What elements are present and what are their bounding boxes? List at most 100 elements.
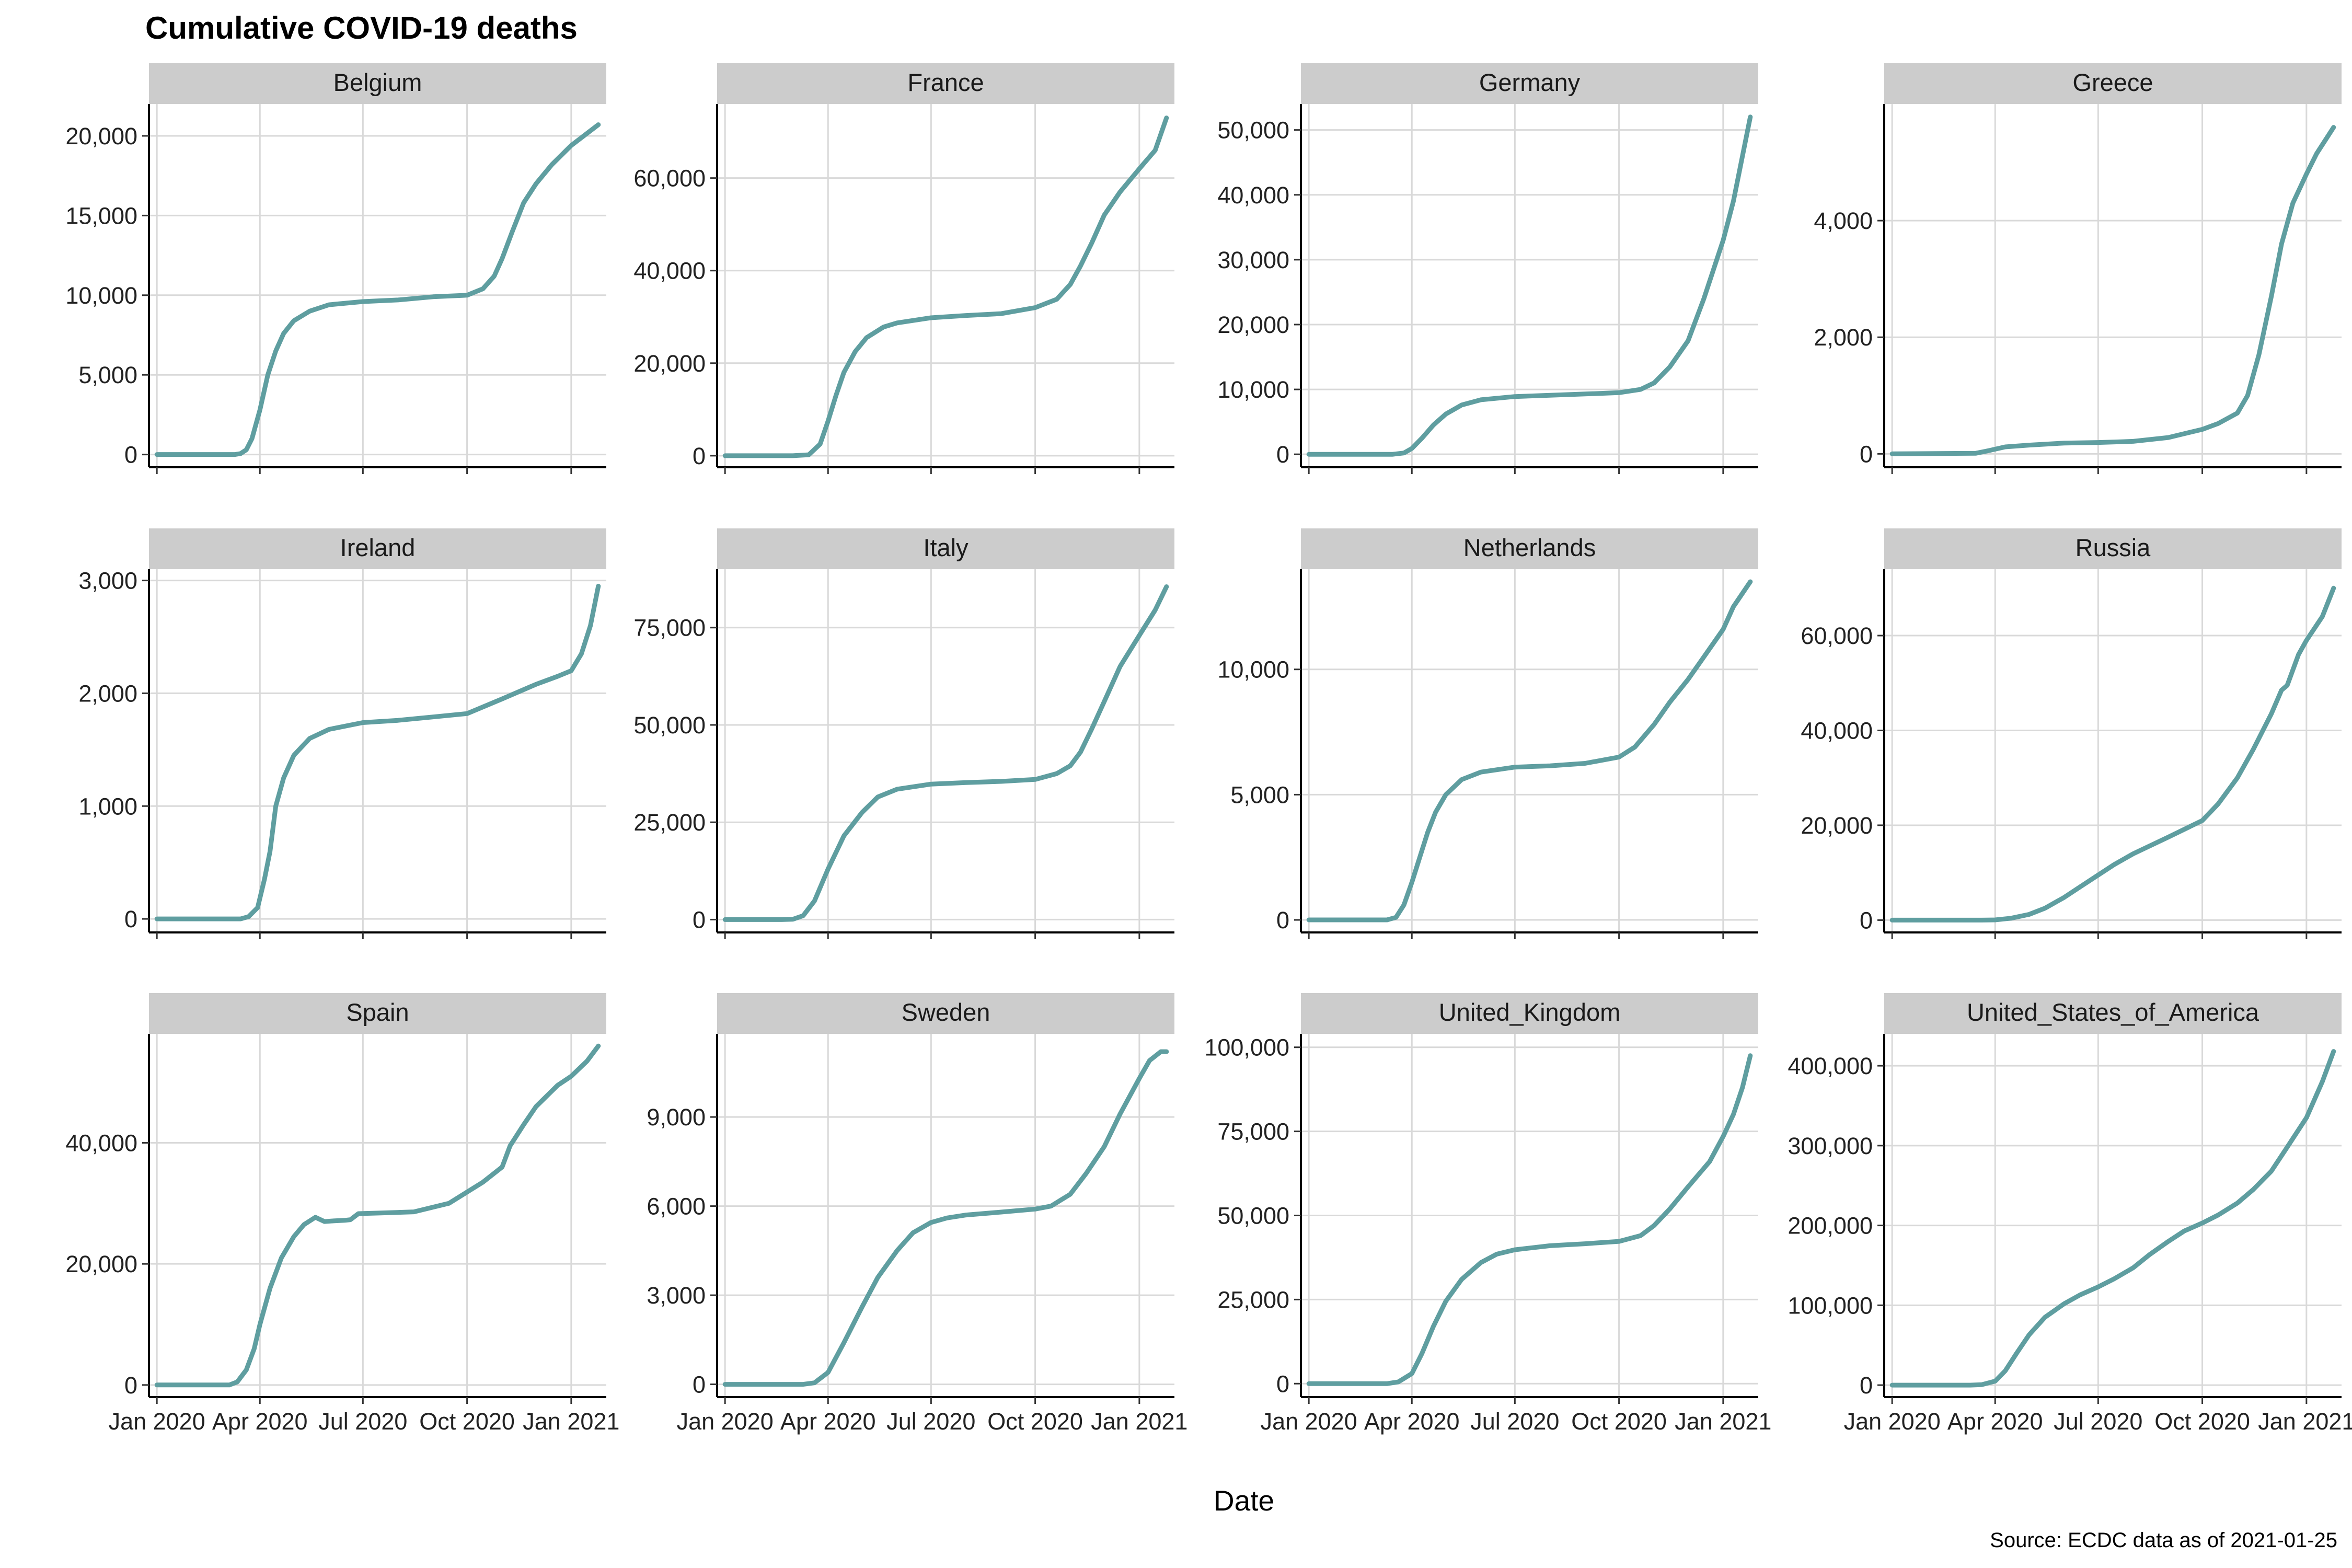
x-tick-label: Apr 2020 (1947, 1408, 2043, 1435)
y-tick-label: 0 (693, 1371, 706, 1398)
facet-panel-italy: Italy 0 25,000 50,000 75,000 (633, 528, 1174, 939)
facet-strip (717, 993, 1174, 1034)
y-tick-label: 40,000 (1801, 717, 1873, 744)
x-tick-label: Jul 2020 (2054, 1408, 2142, 1435)
series-line-germany (1306, 114, 1753, 457)
y-tick-label: 0 (693, 443, 706, 469)
y-tick-label: 0 (1276, 441, 1289, 468)
facet-strip-label: Netherlands (1463, 534, 1596, 561)
y-tick-label: 60,000 (1801, 622, 1873, 649)
x-tick-label: Jul 2020 (1470, 1408, 1559, 1435)
facet-strip (1884, 528, 2342, 569)
y-tick-label: 60,000 (633, 165, 706, 192)
facet-panel-belgium: Belgium 0 5,000 10,000 15,000 20,000 (65, 63, 606, 474)
y-tick-label: 10,000 (65, 282, 137, 309)
y-tick-label: 40,000 (65, 1130, 137, 1157)
y-tick-label: 4,000 (1814, 207, 1873, 234)
x-tick-label: Jan 2020 (1261, 1408, 1357, 1435)
facet-panel-france: France 0 20,000 40,000 60,000 (633, 63, 1174, 474)
x-tick-label: Jan 2021 (2258, 1408, 2352, 1435)
x-tick-label: Apr 2020 (1364, 1408, 1460, 1435)
y-tick-label: 50,000 (1217, 117, 1289, 144)
y-tick-label: 15,000 (65, 202, 137, 229)
y-tick-label: 5,000 (78, 362, 137, 388)
facet-strip (149, 993, 606, 1034)
series-line-united-states-of-america (1889, 1049, 2336, 1388)
facet-panel-russia: Russia 0 20,000 40,000 60,000 (1801, 528, 2342, 939)
y-tick-label: 0 (1860, 907, 1873, 933)
x-tick-label: Oct 2020 (419, 1408, 515, 1435)
y-tick-label: 75,000 (1217, 1119, 1289, 1145)
facet-panel-germany: Germany 0 10,000 20,000 30,000 40,000 50,000 (1217, 63, 1758, 474)
x-tick-label: Jul 2020 (886, 1408, 975, 1435)
y-tick-label: 1,000 (78, 793, 137, 820)
y-tick-label: 200,000 (1788, 1213, 1873, 1239)
facet-strip-label: Sweden (902, 998, 990, 1026)
y-tick-label: 0 (1276, 1370, 1289, 1397)
x-tick-label: Oct 2020 (1571, 1408, 1667, 1435)
facet-panel-ireland: Ireland 0 1,000 2,000 3,000 (78, 528, 606, 939)
y-tick-label: 0 (124, 442, 137, 468)
y-tick-label: 0 (693, 906, 706, 933)
y-tick-label: 5,000 (1230, 781, 1289, 808)
facet-strip-label: Ireland (340, 534, 416, 561)
facet-strip (149, 528, 606, 569)
x-tick-label: Jan 2021 (523, 1408, 619, 1435)
series-line-spain (154, 1043, 601, 1388)
facet-strip (717, 528, 1174, 569)
facet-strip-label: Belgium (333, 68, 422, 96)
facet-strip-label: Spain (346, 998, 409, 1026)
x-tick-label: Jan 2020 (677, 1408, 774, 1435)
facet-strip-label: United_States_of_America (1967, 998, 2259, 1026)
facet-strip (1301, 63, 1758, 104)
y-tick-label: 3,000 (78, 568, 137, 594)
x-tick-label: Jan 2021 (1675, 1408, 1771, 1435)
y-tick-label: 0 (1276, 907, 1289, 933)
x-tick-label: Oct 2020 (987, 1408, 1083, 1435)
x-tick-label: Apr 2020 (780, 1408, 876, 1435)
y-tick-label: 40,000 (633, 258, 706, 284)
y-tick-label: 6,000 (647, 1193, 706, 1220)
y-tick-label: 75,000 (633, 615, 706, 641)
y-tick-label: 25,000 (1217, 1286, 1289, 1313)
facet-strip-label: United_Kingdom (1439, 998, 1621, 1026)
facet-panel-spain: Spain 0 20,000 40,000 Jan 2020 Apr 2020 Jul 20… (65, 993, 619, 1435)
series-line-ireland (154, 583, 601, 921)
series-line-belgium (154, 122, 601, 457)
y-tick-label: 100,000 (1204, 1034, 1289, 1061)
facet-panel-sweden: Sweden 0 3,000 6,000 9,000 Jan 2020 Apr 2020 Ju… (647, 993, 1187, 1435)
x-tick-label: Jan 2020 (109, 1408, 205, 1435)
y-tick-label: 0 (124, 906, 137, 932)
y-tick-label: 20,000 (1217, 312, 1289, 338)
facet-panel-united-states-of-america: United_States_of_America 0 100,000 200,000 3… (1788, 993, 2352, 1435)
facet-strip (149, 63, 606, 104)
facet-panel-united-kingdom: United_Kingdom 0 25,000 50,000 75,000 100,000… (1204, 993, 1771, 1435)
series-line-russia (1889, 585, 2336, 923)
y-tick-label: 2,000 (1814, 324, 1873, 351)
series-line-united-kingdom (1306, 1053, 1753, 1386)
facet-grid: Belgium 0 5,000 10,000 15,000 20,000 France 0 20… (65, 63, 2352, 1435)
y-tick-label: 3,000 (647, 1282, 706, 1309)
y-tick-label: 10,000 (1217, 656, 1289, 683)
facet-panel-greece: Greece 0 2,000 4,000 (1814, 63, 2342, 474)
y-tick-label: 40,000 (1217, 182, 1289, 209)
x-tick-label: Jan 2020 (1844, 1408, 1941, 1435)
chart-title: Cumulative COVID-19 deaths (145, 10, 578, 45)
x-axis-title: Date (1214, 1484, 1274, 1517)
y-tick-label: 20,000 (65, 1251, 137, 1277)
facet-strip (1884, 993, 2342, 1034)
y-tick-label: 20,000 (1801, 812, 1873, 839)
y-tick-label: 100,000 (1788, 1292, 1873, 1319)
y-tick-label: 10,000 (1217, 376, 1289, 403)
y-tick-label: 9,000 (647, 1104, 706, 1131)
source-caption: Source: ECDC data as of 2021-01-25 (1990, 1529, 2337, 1552)
facet-strip-label: Italy (923, 534, 969, 561)
y-tick-label: 300,000 (1788, 1133, 1873, 1159)
y-tick-label: 0 (1860, 1372, 1873, 1399)
y-tick-label: 20,000 (633, 350, 706, 377)
y-tick-label: 25,000 (633, 809, 706, 836)
x-tick-label: Jul 2020 (318, 1408, 407, 1435)
y-tick-label: 0 (124, 1372, 137, 1399)
facet-strip-label: Greece (2072, 68, 2153, 96)
